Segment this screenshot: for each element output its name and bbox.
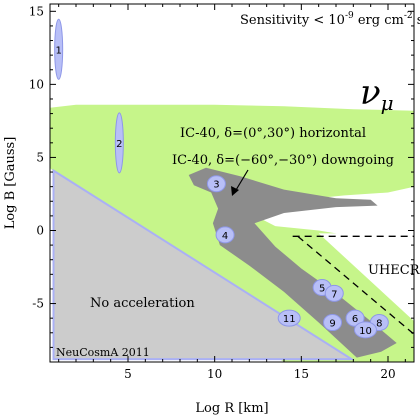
source-marker-4: 4 <box>215 226 235 244</box>
no-acceleration-region <box>52 168 356 361</box>
source-ellipse <box>277 309 301 327</box>
source-label: 6 <box>352 314 358 325</box>
y-tick-label: 0 <box>36 223 44 237</box>
downgoing-arrow <box>235 169 249 191</box>
downgoing-arrow-head <box>231 186 239 196</box>
source-marker-1: 1 <box>54 18 64 80</box>
credit-label: NeuCosmA 2011 <box>56 346 150 359</box>
x-tick-label: 5 <box>124 367 132 381</box>
source-marker-2: 2 <box>114 112 124 174</box>
source-label: 4 <box>222 231 228 242</box>
x-tick-label: 10 <box>207 367 222 381</box>
source-label: 5 <box>319 283 325 294</box>
neutrino-flavor-label: νμ <box>360 73 394 115</box>
ic40-horizontal-label: IC-40, δ=(0°,30°) horizontal <box>180 126 366 141</box>
source-ellipse <box>353 321 377 339</box>
source-ellipse <box>324 284 344 302</box>
ic40-downgoing-region <box>188 167 397 358</box>
source-label: 8 <box>376 319 382 330</box>
source-label: 7 <box>331 289 337 300</box>
source-label: 9 <box>329 319 335 330</box>
sensitivity-label: Sensitivity < 10-9 erg cm-2 s-1 <box>240 11 420 28</box>
source-label: 10 <box>359 326 372 337</box>
source-ellipse <box>206 175 226 193</box>
white-notch <box>318 233 414 322</box>
source-ellipse <box>114 112 124 174</box>
x-tick-label: 15 <box>294 367 309 381</box>
y-tick-label: -5 <box>32 297 44 311</box>
uhecr-boundary <box>292 235 414 335</box>
source-label: 11 <box>283 314 296 325</box>
y-tick-label: 15 <box>29 4 44 18</box>
source-label: 3 <box>213 180 219 191</box>
y-tick-label: 5 <box>36 150 44 164</box>
source-marker-7: 7 <box>324 284 344 302</box>
source-marker-10: 10 <box>353 321 377 339</box>
source-ellipse <box>215 226 235 244</box>
source-marker-11: 11 <box>277 309 301 327</box>
uhecr-label: UHECR <box>368 263 420 278</box>
sources-layer: 1 2 3 4 5 6 7 8 9 10 11 <box>54 18 389 339</box>
source-label: 2 <box>116 139 122 150</box>
source-ellipse <box>323 314 343 332</box>
x-axis-label: Log R [km] <box>195 401 268 416</box>
source-label: 1 <box>55 45 61 56</box>
x-tick-label: 20 <box>380 367 395 381</box>
ic40-downgoing-label: IC-40, δ=(−60°,−30°) downgoing <box>172 153 394 168</box>
source-marker-3: 3 <box>206 175 226 193</box>
source-ellipse <box>54 18 64 80</box>
y-tick-label: 10 <box>29 77 44 91</box>
y-axis-label: Log B [Gauss] <box>3 137 18 230</box>
source-marker-9: 9 <box>323 314 343 332</box>
no-acceleration-label: No acceleration <box>90 296 195 311</box>
